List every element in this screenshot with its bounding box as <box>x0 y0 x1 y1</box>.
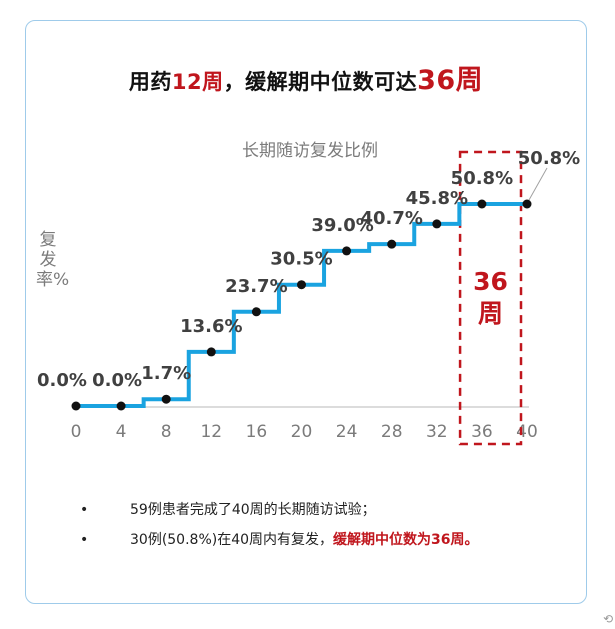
annotation-number: 36 <box>473 267 508 296</box>
corner-icon: ⟲ <box>603 612 614 626</box>
x-tick-label: 32 <box>426 422 448 442</box>
x-tick-label: 12 <box>200 422 222 442</box>
bullet-item: • 30例(50.8%)在40周内有复发，缓解期中位数为36周。 <box>80 530 560 550</box>
bullet-dot: • <box>80 532 89 548</box>
data-point <box>206 347 216 357</box>
bullet-text: 59例患者完成了40周的长期随访试验； <box>130 502 376 518</box>
bullet-dot: • <box>80 502 89 518</box>
data-point <box>342 246 352 256</box>
data-point <box>71 401 81 411</box>
headline-part1: 用药 <box>128 70 172 94</box>
x-tick-label: 8 <box>161 422 172 442</box>
data-point <box>432 219 442 229</box>
data-label: 39.0% <box>311 215 373 236</box>
data-point <box>387 239 397 249</box>
data-point <box>297 280 306 290</box>
bullet-text: 30例(50.8%)在40周内有复发， <box>130 532 334 548</box>
x-tick-label: 28 <box>381 422 403 442</box>
x-tick-label: 4 <box>116 422 127 442</box>
x-tick-label: 0 <box>71 422 82 442</box>
data-label: 50.8% <box>518 148 580 169</box>
bullet-item: • 59例患者完成了40周的长期随访试验； <box>80 500 560 520</box>
data-point <box>161 394 171 404</box>
data-point <box>522 199 532 209</box>
bullet-list: • 59例患者完成了40周的长期随访试验； • 30例(50.8%)在40周内有… <box>80 500 560 560</box>
data-point <box>251 307 261 317</box>
data-label: 50.8% <box>451 168 513 189</box>
data-label: 23.7% <box>225 276 287 297</box>
data-label: 0.0% <box>92 370 142 391</box>
data-label: 40.7% <box>360 208 422 229</box>
data-label: 30.5% <box>270 249 332 270</box>
data-label: 13.6% <box>180 316 242 337</box>
data-point <box>477 199 487 209</box>
data-point <box>116 401 126 411</box>
data-label: 45.8% <box>406 188 468 209</box>
bullet-emphasis: 缓解期中位数为36周。 <box>333 532 479 548</box>
chart-title: 长期随访复发比例 <box>242 141 378 161</box>
x-tick-label: 16 <box>246 422 268 442</box>
headline: 用药12周，缓解期中位数可达36周 <box>25 58 587 97</box>
data-label: 0.0% <box>37 370 87 391</box>
headline-part4: 36周 <box>417 65 484 96</box>
headline-part3: ，缓解期中位数可达 <box>223 70 418 94</box>
content-card <box>25 20 587 604</box>
data-label: 1.7% <box>141 363 191 384</box>
label-leader-line <box>528 167 548 201</box>
headline-part2: 12周 <box>171 70 224 94</box>
x-tick-label: 24 <box>336 422 358 442</box>
annotation-box <box>458 150 523 446</box>
x-tick-label: 20 <box>291 422 313 442</box>
annotation-unit: 周 <box>478 299 503 328</box>
x-tick-label: 40 <box>516 422 538 442</box>
x-tick-label: 36 <box>471 422 493 442</box>
